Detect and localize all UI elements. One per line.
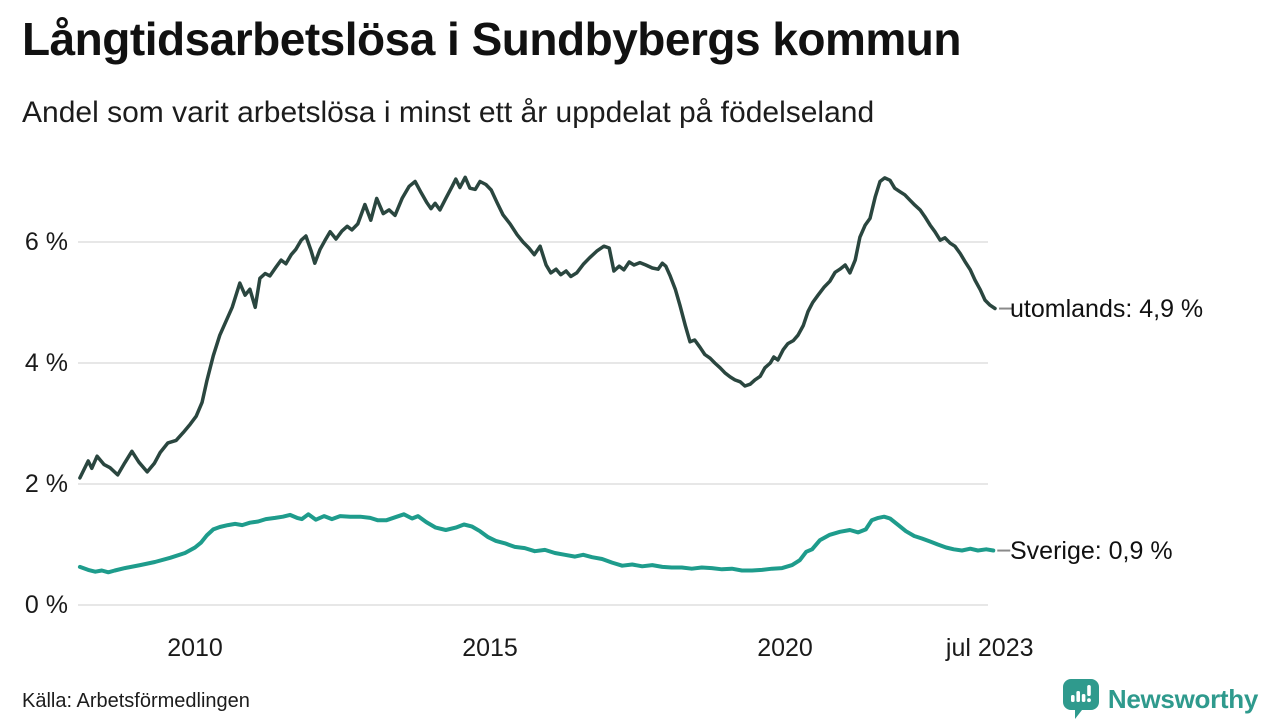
y-tick-label: 2 % — [24, 470, 68, 498]
x-tick-label: 2015 — [462, 634, 518, 662]
newsworthy-logo-icon — [1062, 679, 1099, 719]
source-note: Källa: Arbetsförmedlingen — [22, 690, 250, 712]
y-tick-label: 6 % — [24, 228, 68, 256]
page-title: Långtidsarbetslösa i Sundbybergs kommun — [22, 13, 962, 65]
x-tick-label: 2020 — [757, 634, 813, 662]
chart-subtitle: Andel som varit arbetslösa i minst ett å… — [22, 96, 875, 129]
y-tick-label: 0 % — [24, 591, 68, 619]
newsworthy-brand: Newsworthy — [1062, 678, 1258, 720]
series-line-utomlands — [78, 175, 997, 480]
y-tick-label: 4 % — [24, 349, 68, 377]
series-line-Sverige — [77, 512, 996, 575]
x-tick-label: 2010 — [167, 634, 223, 662]
newsworthy-wordmark: Newsworthy — [1107, 683, 1258, 714]
series-label-utomlands: utomlands: 4,9 % — [1010, 294, 1204, 323]
series-label-sverige: Sverige: 0,9 % — [1010, 536, 1173, 565]
x-tick-label: jul 2023 — [945, 634, 1034, 662]
